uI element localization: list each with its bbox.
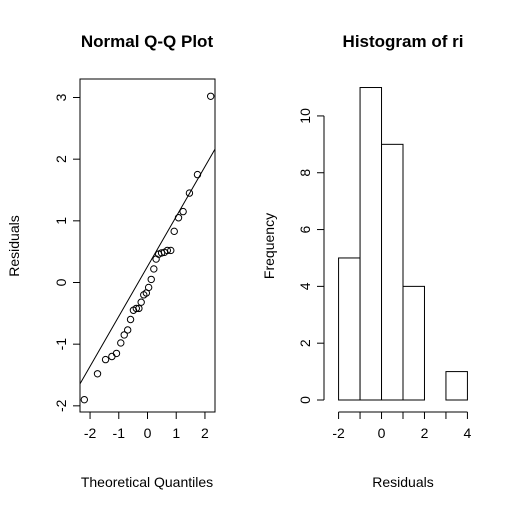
histogram-bar xyxy=(359,87,383,401)
histogram-y-axis-label: Frequency xyxy=(261,213,277,279)
histogram-bar xyxy=(445,371,468,401)
qq-y-axis: -2 -1 0 1 2 3 xyxy=(53,93,80,412)
qq-point xyxy=(144,283,153,292)
qq-y-tick-label: -2 xyxy=(53,399,69,412)
histogram-x-tick-label: 2 xyxy=(421,425,429,441)
qq-point xyxy=(80,395,89,404)
qq-point xyxy=(108,352,116,361)
qq-y-axis-label: Residuals xyxy=(6,215,22,276)
histogram-bar xyxy=(402,285,425,401)
qq-point xyxy=(163,246,172,255)
qq-point xyxy=(147,275,155,284)
qq-point xyxy=(137,298,145,306)
qq-point xyxy=(135,304,143,313)
qq-point xyxy=(150,265,158,273)
qq-point xyxy=(185,189,194,197)
qq-x-tick-label: -2 xyxy=(84,425,97,441)
qq-point xyxy=(206,92,215,100)
histogram-y-axis: 0 2 4 6 8 10 xyxy=(297,108,325,404)
qq-plot-title: Normal Q-Q Plot xyxy=(81,32,214,51)
qq-point xyxy=(120,331,128,339)
qq-y-tick-label: 0 xyxy=(53,278,69,286)
qq-x-tick-label: 0 xyxy=(144,425,152,441)
qq-x-tick-label: 2 xyxy=(201,425,209,441)
histogram-bar xyxy=(338,257,361,401)
histogram-x-tick-label: 0 xyxy=(378,425,386,441)
histogram-y-tick-label: 4 xyxy=(297,282,313,290)
qq-y-tick-label: 3 xyxy=(53,93,69,101)
histogram-y-tick-label: 2 xyxy=(297,339,313,347)
qq-y-tick-label: 2 xyxy=(53,155,69,163)
qq-x-axis: -2 -1 0 1 2 xyxy=(84,412,209,441)
qq-point xyxy=(117,339,125,347)
qq-point xyxy=(167,246,175,255)
histogram-y-tick-label: 10 xyxy=(297,108,313,124)
qq-x-tick-label: 1 xyxy=(172,425,180,441)
histogram-y-tick-label: 8 xyxy=(297,169,313,177)
qq-point xyxy=(132,304,140,313)
qq-plot-frame xyxy=(79,78,216,413)
qq-y-tick-label: 1 xyxy=(53,217,69,225)
histogram-title: Histogram of ri xyxy=(343,32,464,51)
qq-point xyxy=(179,207,187,216)
histogram-x-tick-label: -2 xyxy=(332,425,345,441)
qq-x-tick-label: -1 xyxy=(113,425,126,441)
qq-point xyxy=(93,370,102,378)
histogram-bars xyxy=(338,87,468,401)
qq-plot-panel: Normal Q-Q Plot -2 -1 0 1 2 -2 -1 0 1 2 3 Theoret… xyxy=(6,32,216,490)
histogram-bar xyxy=(381,143,404,401)
qq-y-tick-label: -1 xyxy=(53,338,69,351)
qq-reference-line xyxy=(79,148,216,385)
qq-point xyxy=(123,326,132,334)
histogram-y-tick-label: 0 xyxy=(297,396,313,404)
qq-points xyxy=(80,92,215,404)
histogram-x-axis: -2 0 2 4 xyxy=(332,411,472,441)
histogram-x-axis-label: Residuals xyxy=(372,474,433,490)
qq-point xyxy=(112,349,121,358)
histogram-y-tick-label: 6 xyxy=(297,225,313,233)
qq-point xyxy=(170,227,178,236)
qq-point xyxy=(126,315,135,324)
qq-point xyxy=(101,355,110,364)
qq-point xyxy=(193,170,202,179)
qq-x-axis-label: Theoretical Quantiles xyxy=(81,474,213,490)
histogram-x-tick-label: 4 xyxy=(464,425,472,441)
